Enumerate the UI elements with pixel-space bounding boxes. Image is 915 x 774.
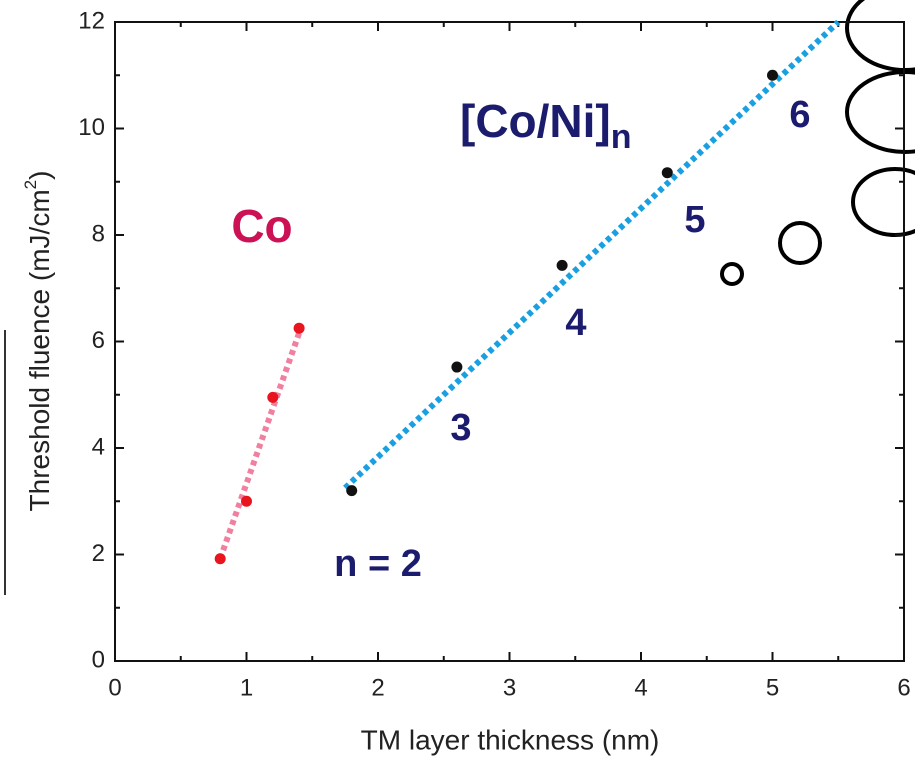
series-label-sub: n: [611, 118, 632, 156]
y-axis-label-sup: 2: [21, 180, 40, 189]
y-tick-label: 0: [92, 646, 105, 673]
annotation: n = 2: [334, 543, 422, 585]
y-tick-label: 12: [78, 7, 105, 34]
x-tick-label: 2: [371, 674, 384, 701]
data-point: [293, 322, 305, 334]
x-tick-label: 0: [108, 674, 121, 701]
data-point: [346, 485, 358, 497]
x-tick-label: 6: [897, 674, 910, 701]
y-tick-label: 6: [92, 327, 105, 354]
fit-line: [343, 19, 841, 491]
y-tick-label: 10: [78, 114, 105, 141]
x-tick-label: 3: [503, 674, 516, 701]
annotation: 5: [684, 199, 705, 241]
series-label: Co: [231, 200, 292, 252]
x-tick-label: 1: [240, 674, 253, 701]
data-point: [556, 259, 568, 271]
series-label: [Co/Ni]n: [460, 95, 632, 156]
data-point: [451, 361, 463, 373]
data-point: [241, 495, 252, 507]
x-tick-label: 5: [766, 674, 779, 701]
series-label-text: [Co/Ni]: [460, 95, 611, 147]
annotation: 3: [450, 407, 471, 449]
y-axis-label-text: Threshold fluence (mJ/cm: [24, 189, 55, 511]
x-axis-label: TM layer thickness (nm): [361, 724, 660, 755]
y-axis-label: Threshold fluence (mJ/cm2): [21, 171, 55, 512]
fit-line: [217, 324, 305, 560]
data-point: [767, 69, 778, 81]
y-axis-label-end: ): [24, 171, 55, 180]
annotation: 4: [565, 302, 586, 344]
annotation: 6: [789, 94, 810, 136]
data-point: [267, 391, 279, 403]
y-tick-label: 2: [92, 540, 105, 567]
y-tick-label: 8: [92, 220, 105, 247]
x-tick-label: 4: [634, 674, 647, 701]
data-point: [661, 167, 673, 179]
thought-bubbles: [720, 0, 915, 286]
y-tick-label: 4: [92, 433, 105, 460]
data-point: [214, 553, 226, 565]
